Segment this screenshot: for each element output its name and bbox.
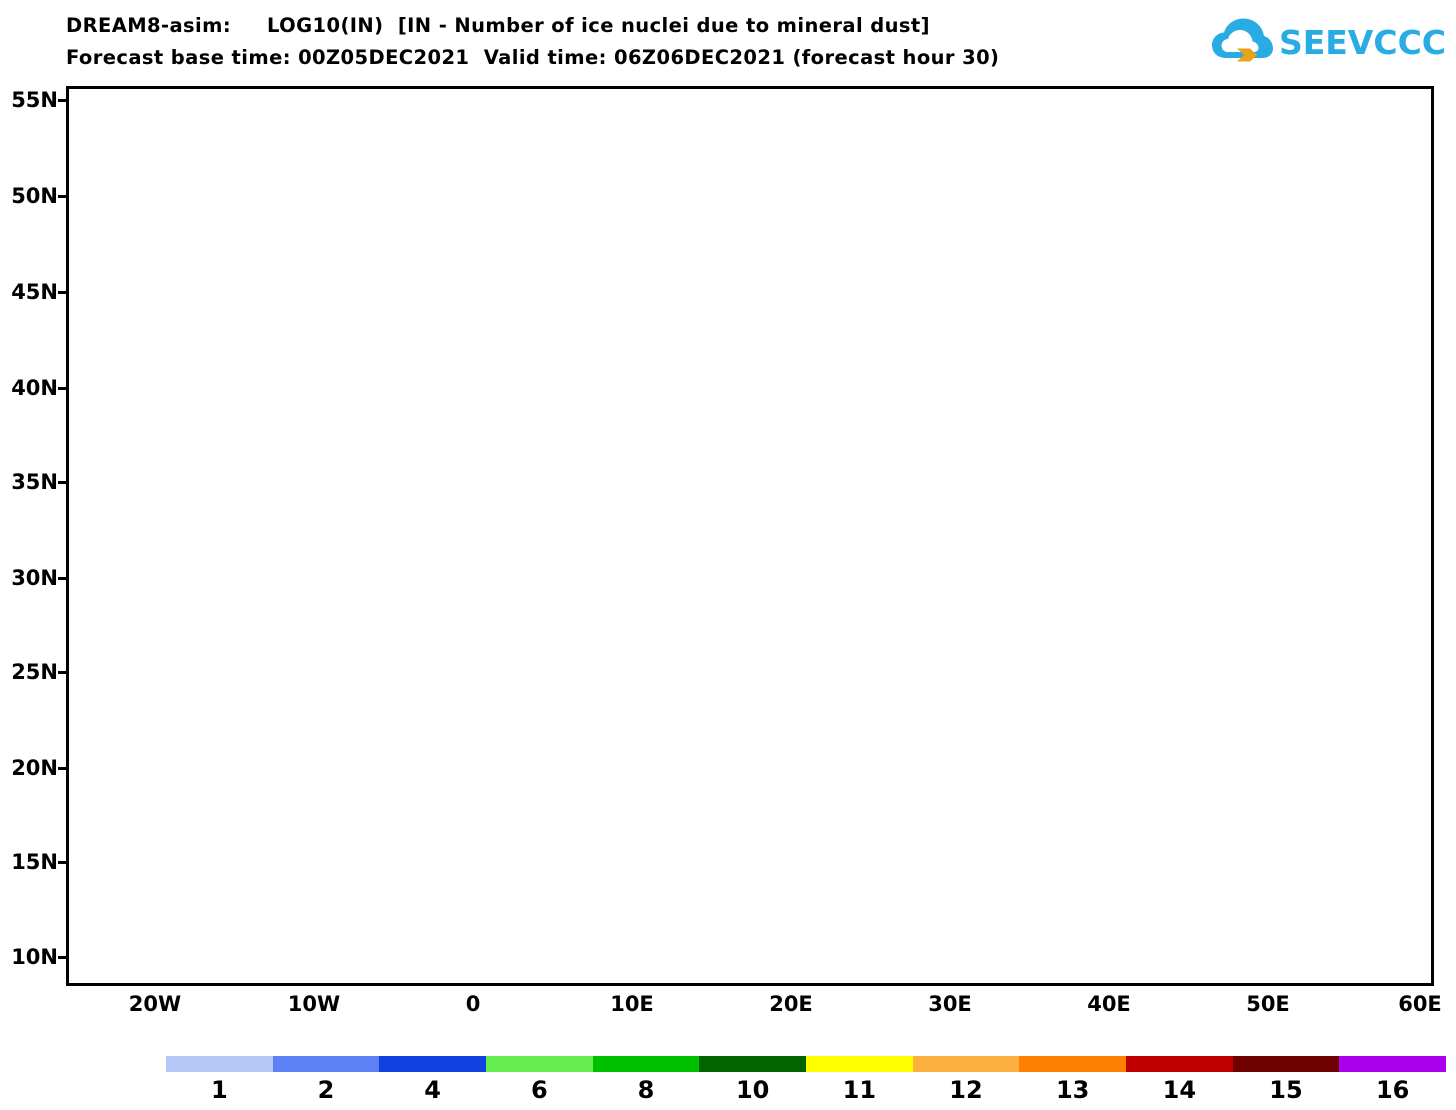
ytick-label-10N: 10N	[11, 945, 58, 969]
ytick-label-45N: 45N	[11, 280, 58, 304]
xtick-label-20E: 20E	[769, 992, 813, 1016]
ytick-label-40N: 40N	[11, 376, 58, 400]
colorbar-band-11	[805, 1056, 913, 1072]
xtick-label-30E: 30E	[928, 992, 972, 1016]
ytick-15N	[58, 861, 68, 864]
ytick-20N	[58, 767, 68, 770]
colorbar-band-4	[379, 1056, 486, 1072]
colorbar-tick-1: 1	[210, 1076, 228, 1104]
colorbar-band-12	[912, 1056, 1020, 1072]
cloud-arrow-icon	[1211, 18, 1273, 62]
colorbar-band-6	[485, 1056, 593, 1072]
colorbar-band-10	[699, 1056, 806, 1072]
colorbar-tick-2: 2	[317, 1076, 335, 1104]
ytick-55N	[58, 99, 68, 102]
colorbar-tick-14: 14	[1162, 1076, 1197, 1104]
colorbar-tick-8: 8	[637, 1076, 655, 1104]
map-border	[66, 86, 1434, 986]
colorbar-tick-16: 16	[1375, 1076, 1410, 1104]
ytick-label-55N: 55N	[11, 88, 58, 112]
colorbar-tick-12: 12	[949, 1076, 983, 1104]
colorbar-band-14	[1125, 1056, 1233, 1072]
ytick-30N	[58, 577, 68, 580]
seevccc-logo: SEEVCCC	[1211, 16, 1446, 68]
colorbar-band-13	[1019, 1056, 1126, 1072]
title-line-1: DREAM8-asim: LOG10(IN) [IN - Number of i…	[66, 14, 930, 37]
ytick-label-15N: 15N	[11, 850, 58, 874]
ytick-label-50N: 50N	[11, 184, 58, 208]
ytick-label-20N: 20N	[11, 756, 58, 780]
ytick-label-35N: 35N	[11, 470, 58, 494]
ytick-label-30N: 30N	[11, 566, 58, 590]
colorbar-tick-11: 11	[842, 1076, 877, 1104]
xtick-label-0: 0	[465, 992, 481, 1016]
seevccc-logo-text: SEEVCCC	[1278, 22, 1446, 62]
title-line-2: Forecast base time: 00Z05DEC2021 Valid t…	[66, 46, 1000, 69]
header: DREAM8-asim: LOG10(IN) [IN - Number of i…	[0, 0, 1456, 80]
forecast-map[interactable]	[66, 86, 1434, 986]
colorbar[interactable]	[166, 1056, 1446, 1072]
colorbar-tick-6: 6	[530, 1076, 548, 1104]
xtick-label-10E: 10E	[610, 992, 654, 1016]
xtick-label-50E: 50E	[1246, 992, 1290, 1016]
xtick-label-10W: 10W	[287, 992, 341, 1016]
xtick-label-60E: 60E	[1398, 992, 1442, 1016]
colorbar-band-15	[1232, 1056, 1340, 1072]
colorbar-band-8	[592, 1056, 700, 1072]
ytick-35N	[58, 481, 68, 484]
ytick-25N	[58, 671, 68, 674]
ytick-10N	[58, 956, 68, 959]
colorbar-tick-10: 10	[735, 1076, 770, 1104]
xtick-label-20W: 20W	[128, 992, 182, 1016]
ytick-45N	[58, 291, 68, 294]
xtick-label-40E: 40E	[1087, 992, 1131, 1016]
colorbar-band-16	[1339, 1056, 1446, 1072]
ytick-label-25N: 25N	[11, 660, 58, 684]
ytick-50N	[58, 195, 68, 198]
ytick-40N	[58, 387, 68, 390]
colorbar-band-2	[272, 1056, 380, 1072]
colorbar-tick-13: 13	[1055, 1076, 1090, 1104]
colorbar-tick-4: 4	[424, 1076, 442, 1104]
colorbar-tick-15: 15	[1269, 1076, 1303, 1104]
colorbar-band-1	[166, 1056, 273, 1072]
